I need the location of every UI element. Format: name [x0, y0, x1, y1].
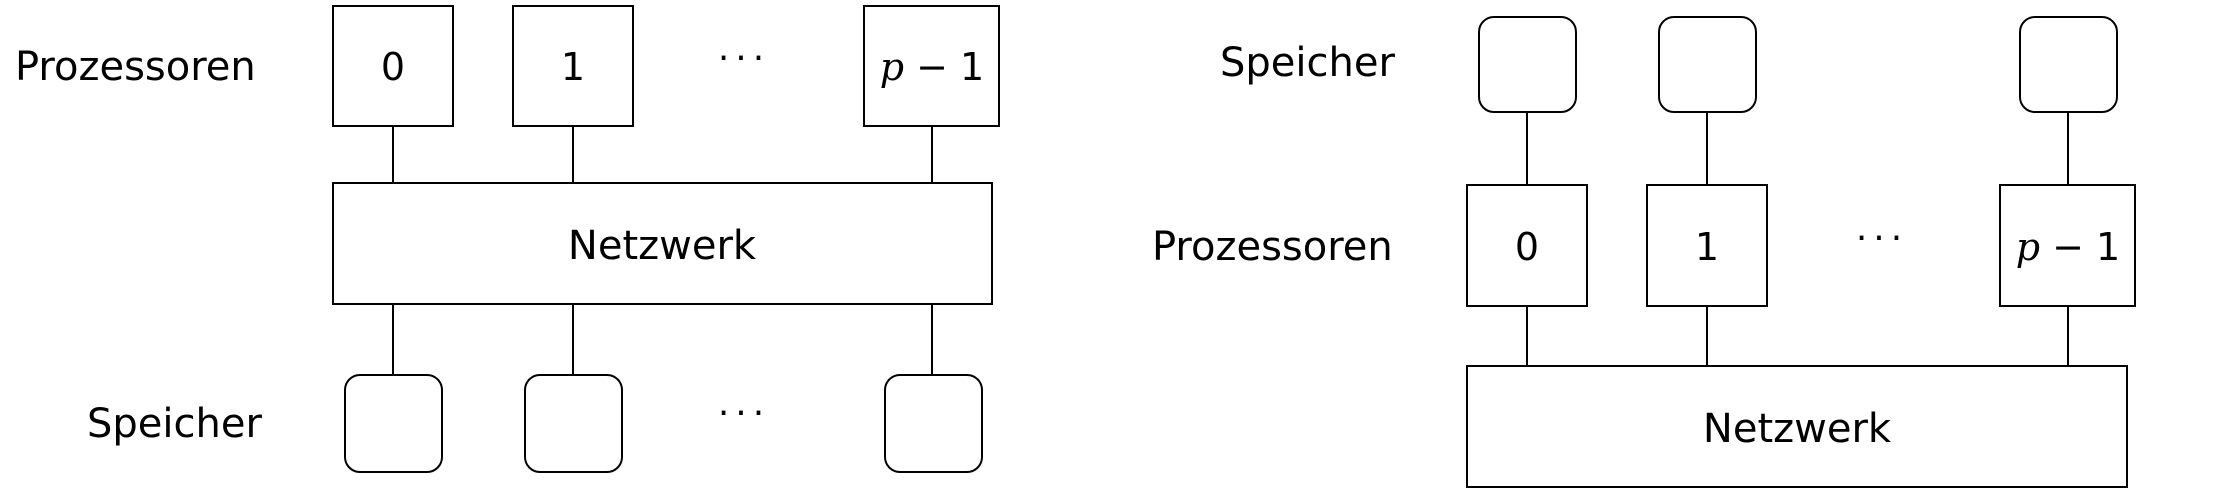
right-processor-box-last — [1999, 184, 2136, 307]
left-processor-box-last — [863, 5, 1000, 127]
left-memory-box-last — [884, 374, 983, 473]
right-processor-label-0: 0 — [1515, 225, 1539, 269]
right-last-var: p — [2016, 225, 2040, 269]
left-processor-label-0: 0 — [381, 45, 405, 89]
left-processor-label-last: p − 1 — [880, 45, 985, 89]
left-processors-label: Prozessoren — [15, 44, 256, 90]
left-memory-label: Speicher — [87, 401, 262, 447]
left-processor-box-1 — [512, 5, 634, 127]
left-memory-ellipsis: ··· — [718, 393, 770, 434]
right-network-label: Netzwerk — [1703, 406, 1892, 452]
left-last-var: p — [880, 45, 904, 89]
left-network-label: Netzwerk — [568, 223, 757, 269]
right-processors-label: Prozessoren — [1152, 224, 1393, 270]
right-processor-label-1: 1 — [1695, 225, 1719, 269]
right-memory-box-last — [2019, 16, 2118, 113]
left-processor-label-1: 1 — [561, 45, 585, 89]
right-memory-label: Speicher — [1220, 40, 1395, 86]
left-memory-box-0 — [344, 374, 443, 473]
right-processor-ellipsis: ··· — [1856, 218, 1908, 259]
right-network-box — [1466, 365, 2128, 488]
left-network-box — [332, 182, 993, 305]
left-processor-ellipsis: ··· — [718, 38, 770, 79]
left-diagram: Prozessoren 0 1 ··· p − 1 Netzwerk Speic… — [15, 5, 1000, 473]
left-processor-box-0 — [332, 5, 454, 127]
right-processor-box-1 — [1646, 184, 1768, 307]
right-last-suffix: − 1 — [2040, 225, 2120, 269]
left-last-suffix: − 1 — [904, 45, 984, 89]
right-memory-box-0 — [1478, 16, 1577, 113]
left-memory-box-1 — [524, 374, 623, 473]
right-diagram: Speicher Prozessoren 0 1 ··· p − 1 Netzw… — [1152, 16, 2136, 488]
right-memory-box-1 — [1658, 16, 1757, 113]
right-processor-label-last: p − 1 — [2016, 225, 2121, 269]
